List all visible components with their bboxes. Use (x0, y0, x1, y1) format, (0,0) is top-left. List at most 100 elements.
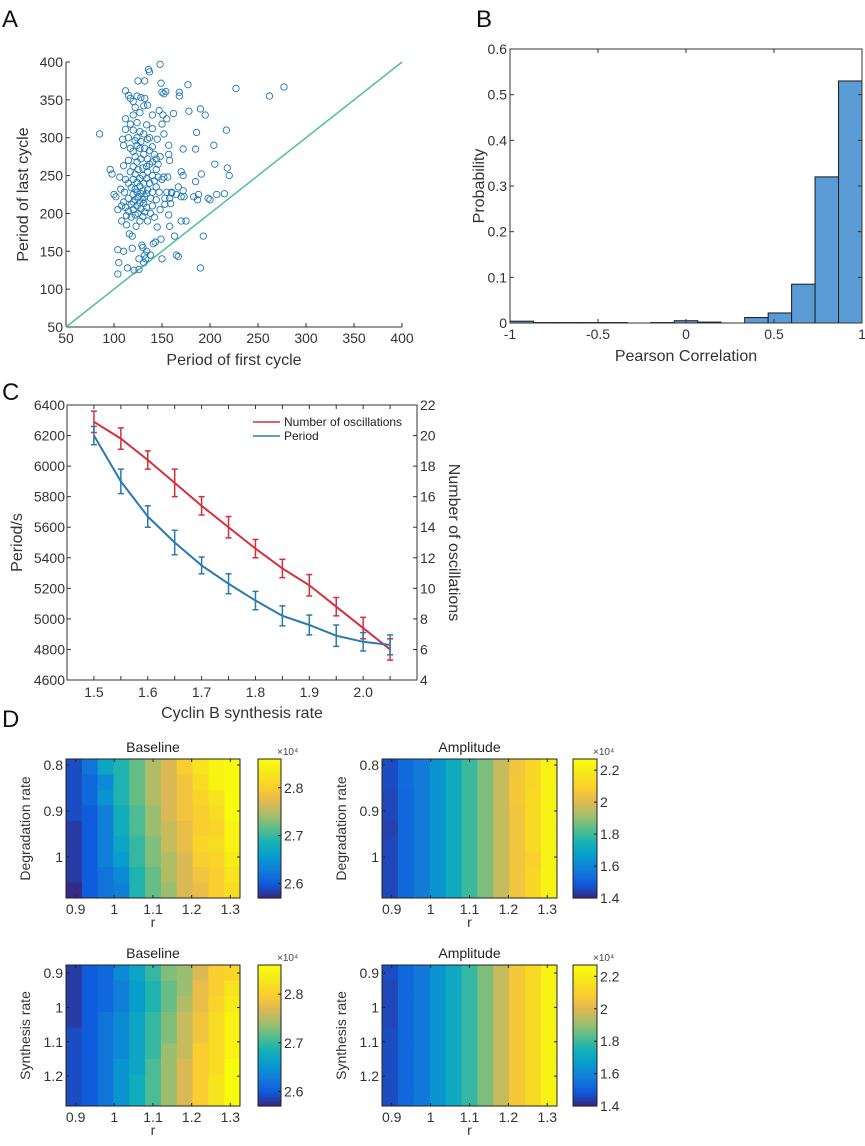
d-x-axis-label: r (467, 1122, 472, 1138)
d-colorbar-segment (258, 837, 281, 841)
d-heatmap-cell (541, 867, 558, 884)
a-scatter-point (197, 170, 206, 178)
d-colorbar-segment (258, 1073, 281, 1077)
d-x-tick-label: 1.1 (460, 1109, 480, 1125)
c-x-tick-label: 1.9 (300, 684, 320, 700)
d-colorbar-segment (258, 1070, 281, 1074)
d-colorbar-segment (573, 969, 597, 973)
d-heatmap-cell (192, 1012, 209, 1029)
d-heatmap-cell (224, 882, 241, 899)
d-heatmap-cell (445, 836, 463, 853)
a-x-tick-label: 100 (102, 330, 126, 346)
d-heatmap-cell (129, 836, 146, 853)
d-heatmap-cell (397, 851, 415, 868)
d-y-tick-label: 0.9 (44, 803, 64, 819)
d-heatmap-cell (382, 805, 399, 822)
a-x-tick-label: 150 (150, 330, 174, 346)
d-colorbar-tick-label: 2.6 (284, 876, 304, 892)
d-heatmap-cell (224, 1090, 241, 1107)
d-heatmap-cell (129, 1027, 146, 1044)
d-colorbar-segment (573, 793, 597, 797)
a-scatter-point (143, 217, 152, 225)
d-heatmap-cell (509, 1074, 526, 1091)
a-scatter-point (119, 247, 128, 255)
d-heatmap-cell (445, 1012, 463, 1029)
d-colorbar-segment (573, 782, 597, 786)
d-colorbar-segment (573, 1009, 597, 1013)
c-legend-label: Number of oscillations (284, 415, 402, 429)
d-colorbar-segment (258, 1084, 281, 1088)
d-heatmap-cell (445, 789, 463, 806)
a-scatter-point (110, 190, 118, 199)
d-colorbar-segment (258, 1047, 281, 1051)
a-scatter-point (133, 118, 141, 127)
d-heatmap-cell (413, 1043, 431, 1060)
d-heatmap-cell (129, 759, 146, 775)
d-x-tick-label: 1.3 (538, 901, 558, 917)
c-y-right-tick-label: 4 (420, 672, 428, 688)
b-y-tick-label: 0.1 (488, 269, 508, 285)
d-heatmap-cell (97, 1090, 114, 1107)
d-heatmap-cell (413, 789, 431, 806)
a-scatter-point (140, 102, 148, 110)
d-colorbar-segment (258, 816, 281, 820)
d-heatmap-cell (192, 1074, 209, 1091)
d-heatmap-cell (160, 867, 178, 884)
d-heatmap-cell (397, 1012, 415, 1029)
d-heatmap-cell (509, 1012, 526, 1029)
a-scatter-point (142, 247, 151, 255)
a-scatter-point (163, 188, 171, 196)
d-y-tick-label: 0.8 (44, 757, 64, 773)
d-heatmap-cell (192, 867, 209, 884)
d-colorbar-segment (258, 867, 281, 871)
d-colorbar-frame (257, 758, 282, 899)
c-y-tick-label: 5200 (34, 580, 65, 596)
d-y-tick-label: 0.9 (360, 965, 380, 981)
d-colorbar-segment (573, 867, 597, 871)
d-heatmap-cell (176, 1090, 194, 1107)
a-scatter-point (122, 221, 131, 229)
d-heatmap-cell (160, 1043, 178, 1060)
d-heatmap-cell (160, 759, 178, 775)
d-colorbar-segment (573, 819, 597, 823)
d-heatmap-cell (208, 1027, 225, 1044)
d-colorbar-segment (258, 884, 281, 888)
d-colorbar-segment (258, 881, 281, 885)
d-heatmap-cell (477, 851, 494, 868)
d-colorbar-segment (573, 1059, 597, 1062)
d-heatmap-cell (509, 980, 526, 997)
d-colorbar-segment (258, 856, 281, 860)
d-colorbar-segment (258, 1056, 281, 1060)
d-heatmap-cell (145, 820, 162, 837)
d-colorbar-segment (258, 784, 281, 788)
d-heatmap-cell (81, 820, 99, 837)
a-scatter-point (174, 252, 182, 261)
a-scatter-point (156, 205, 164, 214)
d-heatmap-cell (176, 965, 194, 982)
a-scatter-point (165, 150, 173, 159)
d-colorbar-exponent: ×10⁴ (593, 747, 614, 758)
d-colorbar-segment (258, 874, 281, 878)
d-x-tick-label: 1.1 (143, 901, 163, 917)
b-y-tick-label: 0.4 (488, 132, 508, 148)
d-heatmap-cell (113, 1012, 130, 1029)
d-heatmap-cell (461, 980, 478, 997)
d-heatmap-cell (192, 980, 209, 997)
d-heatmap-cell (525, 1090, 542, 1107)
d-heatmap-cell (145, 1043, 162, 1060)
d-heatmap-cell (81, 774, 99, 791)
d-colorbar-segment (258, 1089, 281, 1093)
a-x-tick-label: 200 (198, 330, 222, 346)
d-heatmap-cell (461, 774, 478, 791)
d-colorbar-segment (258, 888, 281, 892)
d-heatmap-cell (429, 996, 447, 1013)
d-colorbar-segment (258, 997, 281, 1001)
d-heatmap-cell (208, 996, 225, 1013)
d-y-tick-label: 1 (55, 849, 63, 865)
d-heatmap-cell (81, 1012, 99, 1029)
a-scatter-point (160, 130, 168, 138)
d-heatmap-cell (192, 820, 209, 837)
d-heatmap-cell (429, 805, 447, 822)
a-scatter-point (134, 77, 142, 85)
b-axes-box (509, 48, 863, 324)
